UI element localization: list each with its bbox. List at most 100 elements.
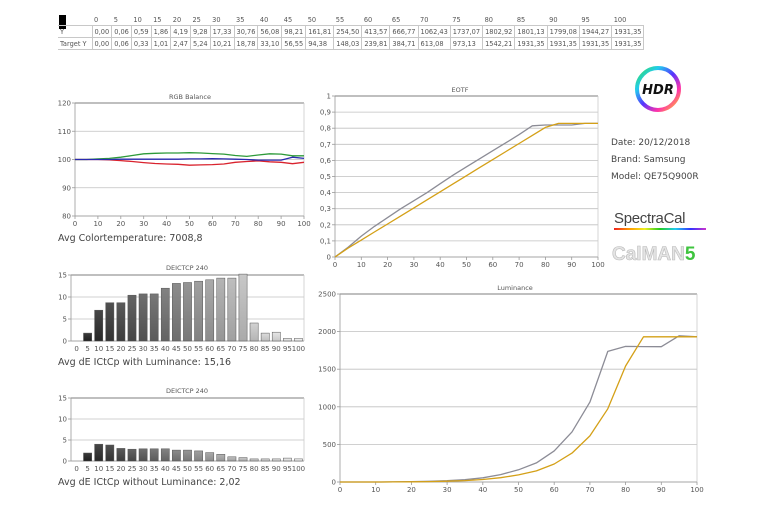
- bar: [249, 322, 259, 342]
- x-tick-label: 90: [272, 465, 281, 473]
- info-brand: Brand: Samsung: [611, 155, 686, 165]
- x-tick-label: 30: [139, 220, 148, 228]
- y-tick-label: 1000: [318, 403, 336, 411]
- x-tick-label: 50: [185, 220, 194, 228]
- table-cell: 56,55: [281, 37, 307, 50]
- y-tick-label: 0,1: [320, 237, 331, 245]
- x-tick-label: 70: [515, 261, 524, 269]
- bar: [205, 279, 215, 342]
- bar: [83, 452, 92, 462]
- y-tick-label: 0,6: [320, 157, 332, 165]
- series-line-blue: [75, 156, 305, 161]
- table-column-header: 35: [236, 15, 245, 24]
- bar: [205, 452, 215, 462]
- x-tick-label: 20: [407, 486, 416, 494]
- bar: [160, 287, 170, 342]
- table-cell: 1,01: [150, 37, 172, 50]
- y-tick-label: 0: [63, 458, 67, 466]
- x-tick-label: 0: [338, 486, 342, 494]
- x-tick-label: 20: [116, 465, 125, 473]
- x-tick-label: 80: [621, 486, 630, 494]
- x-tick-label: 40: [161, 465, 170, 473]
- series-line-target-y: [340, 336, 697, 483]
- black-swatch: [59, 15, 66, 29]
- bar: [160, 448, 170, 462]
- x-tick-label: 30: [443, 486, 452, 494]
- bar: [271, 331, 281, 342]
- y-tick-label: 0,9: [320, 109, 331, 117]
- x-tick-label: 60: [205, 465, 214, 473]
- x-tick-label: 20: [383, 261, 392, 269]
- x-tick-label: 10: [94, 465, 103, 473]
- bar: [227, 277, 237, 342]
- table-cell: 148,03: [333, 37, 363, 50]
- bar: [94, 443, 104, 462]
- avg-colortemperature: Avg Colortemperature: 7008,8: [58, 233, 203, 244]
- table-column-header: 90: [549, 15, 558, 24]
- y-tick-label: 0,5: [320, 173, 331, 181]
- y-tick-label: 0,3: [320, 205, 331, 213]
- x-tick-label: 25: [128, 465, 137, 473]
- x-tick-label: 0: [333, 261, 337, 269]
- calman-text: CalMAN: [612, 244, 685, 266]
- x-tick-label: 85: [261, 465, 270, 473]
- table-row-label: Target Y: [58, 37, 93, 50]
- x-tick-label: 100: [292, 465, 305, 473]
- x-tick-label: 60: [550, 486, 559, 494]
- y-tick-label: 1: [327, 93, 331, 101]
- table-cell: 1542,21: [482, 37, 516, 50]
- hdr-logo-text: HDR: [642, 83, 674, 98]
- table-column-header: 25: [192, 15, 201, 24]
- calman-logo: CalMAN5: [612, 244, 696, 266]
- x-tick-label: 20: [116, 345, 125, 353]
- chart-de_nolum: [68, 397, 305, 462]
- bar: [294, 458, 303, 462]
- bar: [127, 294, 137, 342]
- bar: [116, 448, 126, 462]
- y-tick-label: 5: [63, 316, 67, 324]
- info-model: Model: QE75Q900R: [611, 172, 699, 182]
- x-tick-label: 100: [297, 220, 310, 228]
- table-column-header: 65: [391, 15, 401, 24]
- table-cell: 2,47: [170, 37, 191, 50]
- y-tick-label: 0,4: [320, 189, 332, 197]
- bar: [283, 338, 292, 342]
- x-tick-label: 90: [272, 345, 281, 353]
- bar: [260, 332, 270, 342]
- y-tick-label: 100: [58, 156, 71, 164]
- bar: [216, 277, 226, 342]
- series-line-target: [334, 122, 598, 258]
- x-tick-label: 100: [292, 345, 305, 353]
- x-tick-label: 40: [478, 486, 487, 494]
- x-tick-label: 70: [585, 486, 594, 494]
- x-tick-label: 30: [139, 345, 148, 353]
- spectracal-rainbow-bar: [614, 228, 706, 230]
- y-tick-label: 120: [58, 100, 71, 108]
- x-tick-label: 100: [591, 261, 604, 269]
- bar: [249, 458, 259, 462]
- bar: [283, 457, 292, 462]
- table-column-header: 10: [133, 15, 142, 24]
- bar: [183, 282, 192, 342]
- x-tick-label: 90: [657, 486, 666, 494]
- y-tick-label: 500: [323, 441, 336, 449]
- table-column-header: 40: [259, 15, 269, 24]
- x-tick-label: 55: [194, 465, 203, 473]
- bar: [271, 458, 281, 462]
- bar: [260, 458, 270, 462]
- y-tick-label: 0,7: [320, 141, 331, 149]
- table-column-header: 95: [581, 15, 590, 24]
- chart-rgb: [72, 102, 305, 219]
- x-tick-label: 70: [227, 465, 236, 473]
- y-tick-label: 110: [58, 128, 71, 136]
- chart-de_lum: [68, 273, 305, 342]
- info-date: Date: 20/12/2018: [611, 138, 691, 148]
- bar: [194, 280, 203, 342]
- x-tick-label: 75: [239, 345, 248, 353]
- calman-version: 5: [684, 244, 696, 265]
- x-tick-label: 50: [514, 486, 523, 494]
- table-column-header: 80: [484, 15, 493, 24]
- bar: [216, 454, 226, 462]
- x-tick-label: 5: [85, 465, 89, 473]
